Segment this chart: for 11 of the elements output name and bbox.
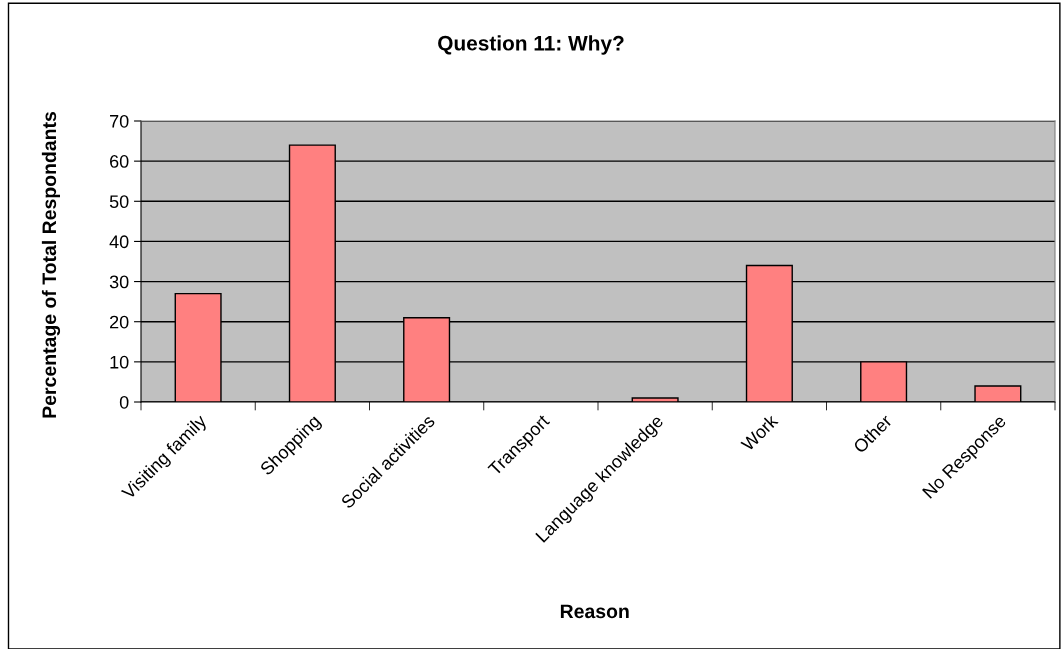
- x-axis-title: Reason: [560, 604, 629, 619]
- y-tick-label: 0: [119, 395, 129, 409]
- y-tick-label: 30: [109, 275, 129, 289]
- y-tick-label: 40: [109, 235, 129, 249]
- y-tick-label: 50: [109, 195, 129, 209]
- y-tick-label: 20: [110, 315, 129, 329]
- chart-title: Question 11: Why?: [438, 35, 624, 55]
- y-axis-title: Percentage of Total Respondants: [41, 112, 61, 418]
- y-tick-label: 70: [110, 114, 129, 128]
- y-tick-label: 60: [110, 155, 129, 168]
- y-tick-label: 10: [110, 355, 129, 369]
